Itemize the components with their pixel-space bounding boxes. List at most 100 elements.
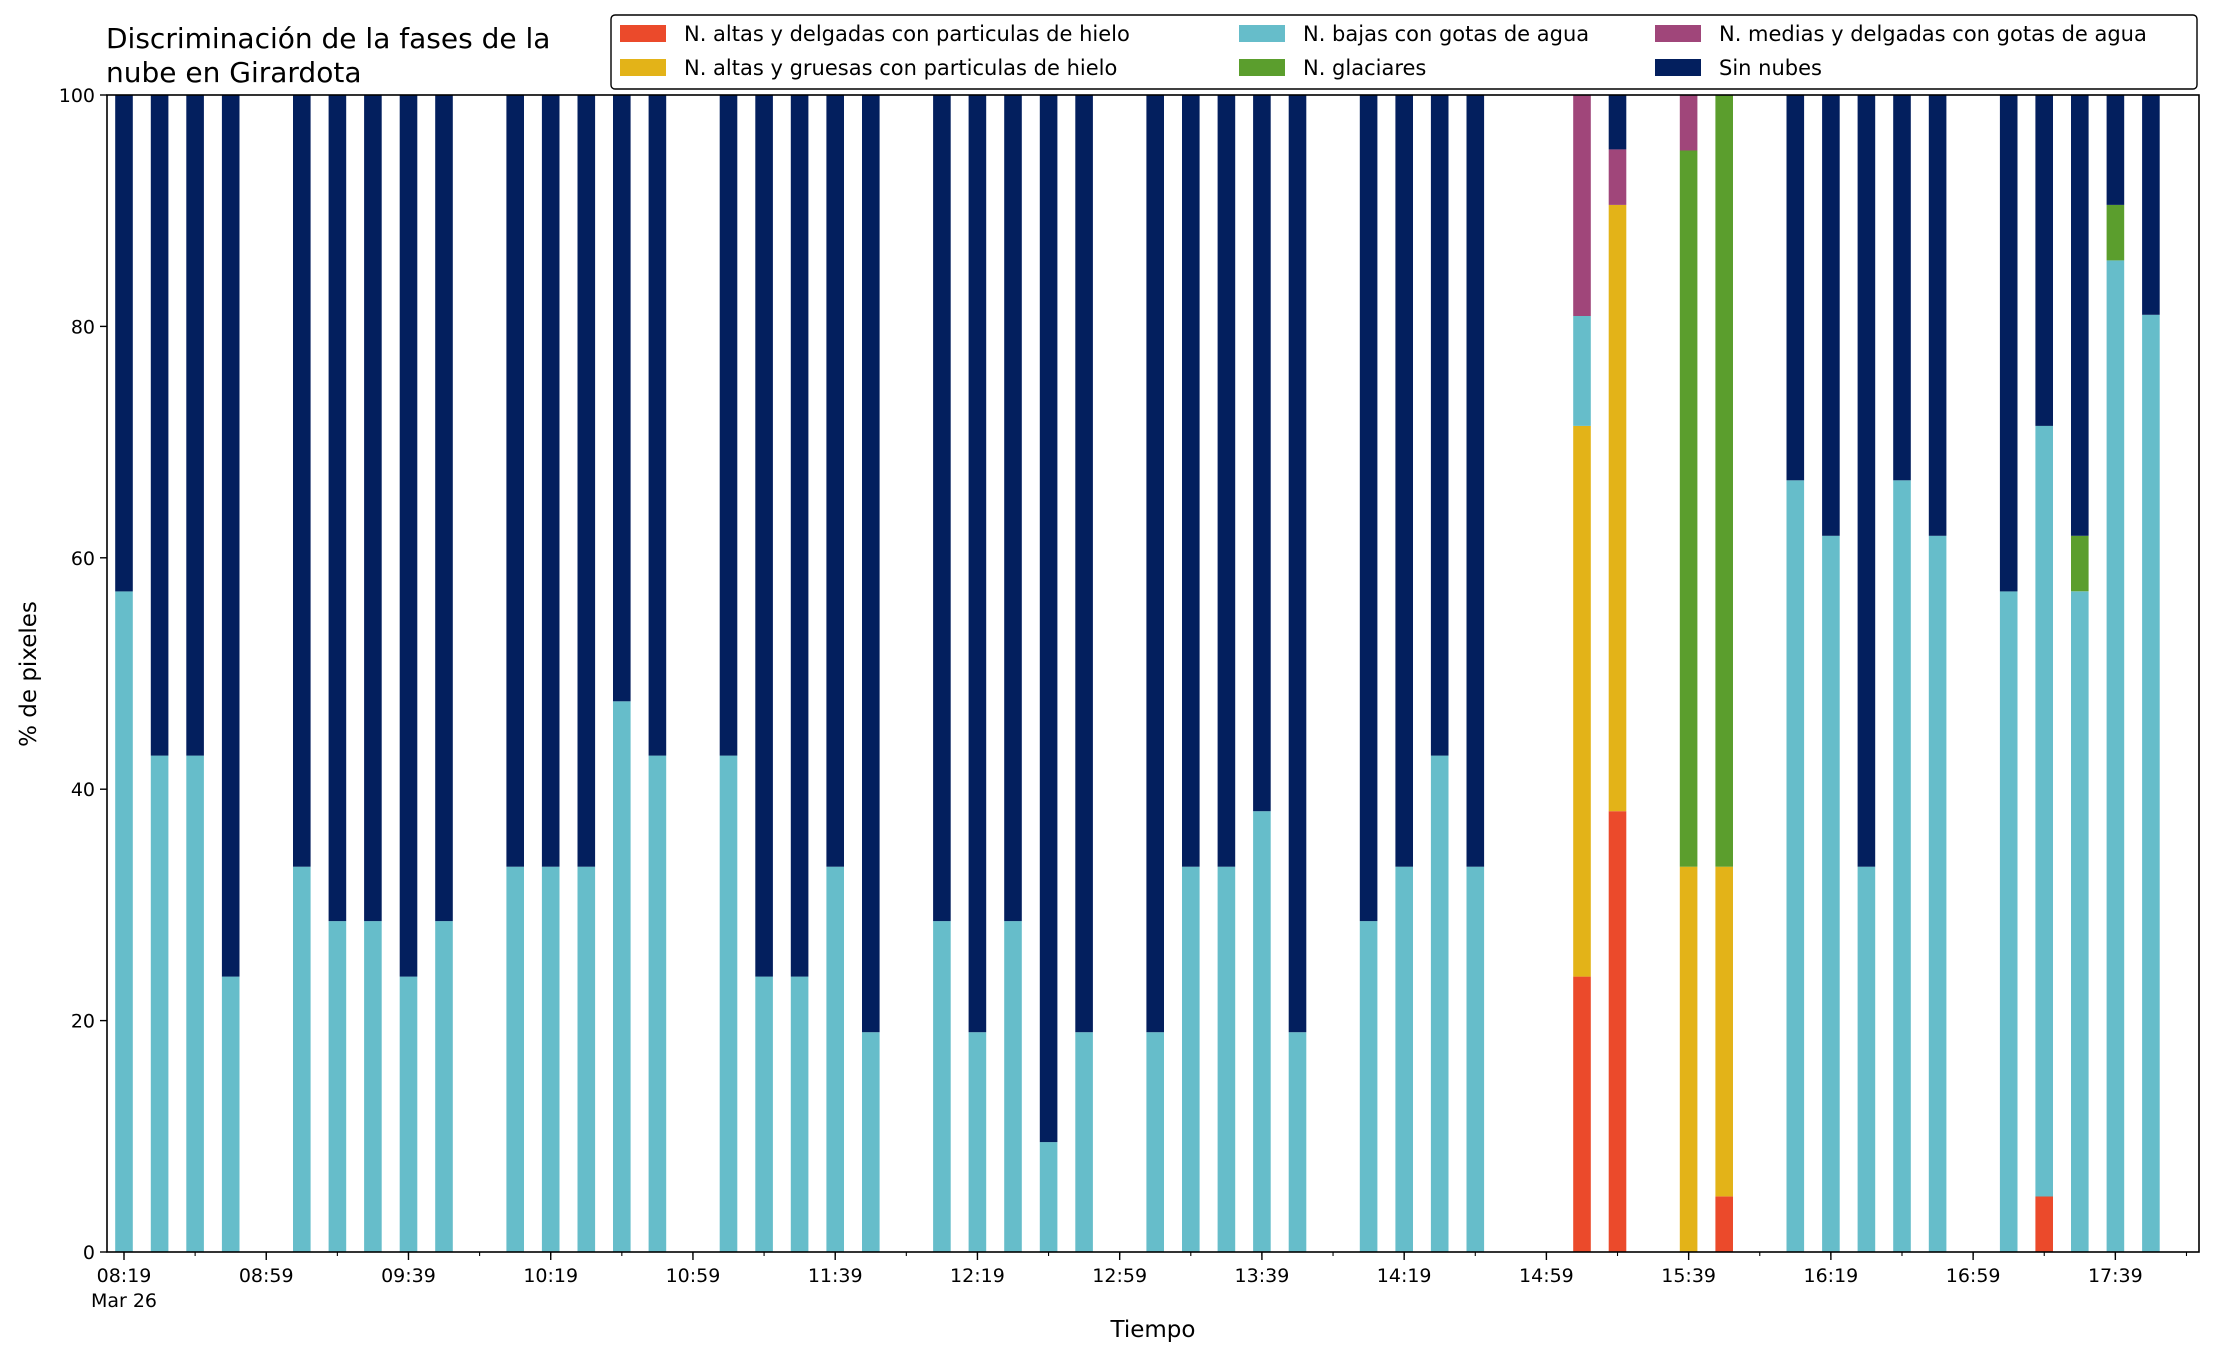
- bar-1649: [1928, 95, 1947, 1252]
- bar-segment-bajas: [115, 591, 133, 1252]
- bar-segment-altas-gruesas: [1573, 425, 1591, 977]
- bar-segment-bajas: [364, 921, 382, 1252]
- bar-1219: [968, 95, 987, 1252]
- bar-segment-bajas: [719, 755, 738, 1252]
- bar-segment-glaciares: [1679, 150, 1698, 867]
- bar-segment-bajas: [648, 755, 667, 1252]
- bar-1729: [2071, 95, 2089, 1252]
- x-tick-label: 17:39: [2088, 1265, 2143, 1287]
- x-tick-label: 15:39: [1661, 1265, 1716, 1287]
- bar-1249: [1075, 95, 1093, 1252]
- bar-segment-sin-nubes: [399, 95, 418, 977]
- bar-segment-sin-nubes: [1217, 95, 1236, 867]
- bar-segment-bajas: [1893, 480, 1911, 1252]
- y-axis-label: % de pixeles: [16, 601, 42, 747]
- bar-segment-bajas: [2142, 314, 2160, 1252]
- bar-segment-sin-nubes: [186, 95, 204, 756]
- bar-segment-bajas: [1182, 866, 1200, 1252]
- bar-segment-sin-nubes: [1253, 95, 1271, 812]
- bar-0819: [115, 95, 133, 1252]
- bar-segment-bajas: [933, 921, 951, 1252]
- bar-1119: [755, 95, 773, 1252]
- x-tick-label: 12:59: [1092, 1265, 1147, 1287]
- bar-segment-glaciares: [2071, 535, 2089, 592]
- bar-segment-bajas: [1822, 535, 1840, 1252]
- bar-1339: [1253, 95, 1271, 1252]
- bar-0929: [364, 95, 382, 1252]
- chart-title-line-2: nube en Girardota: [106, 56, 362, 89]
- bar-segment-glaciares: [2106, 204, 2125, 261]
- bar-0919: [328, 95, 347, 1252]
- bar-segment-sin-nubes: [2071, 95, 2089, 536]
- bar-segment-bajas: [1573, 316, 1591, 426]
- legend-swatch: [620, 59, 666, 76]
- bar-1709: [1999, 95, 2018, 1252]
- bar-1129: [790, 95, 809, 1252]
- bar-segment-sin-nubes: [506, 95, 524, 867]
- bar-segment-sin-nubes: [648, 95, 667, 756]
- bar-segment-sin-nubes: [1075, 95, 1093, 1033]
- bar-segment-sin-nubes: [577, 95, 596, 867]
- legend-label: N. altas y gruesas con particulas de hie…: [684, 56, 1117, 80]
- bar-segment-sin-nubes: [1822, 95, 1840, 536]
- bar-segment-bajas: [577, 866, 596, 1252]
- bar-segment-altas-delgadas: [1608, 811, 1627, 1252]
- x-tick-label: 09:39: [381, 1265, 436, 1287]
- bar-segment-altas-delgadas: [2035, 1196, 2053, 1252]
- bar-1419: [1395, 95, 1413, 1252]
- x-tick-label: 14:19: [1377, 1265, 1432, 1287]
- bar-segment-sin-nubes: [1359, 95, 1378, 922]
- y-tick-label: 20: [71, 1011, 95, 1033]
- bar-1049: [648, 95, 667, 1252]
- bar-segment-medias: [1608, 149, 1627, 205]
- bar-segment-sin-nubes: [1857, 95, 1876, 867]
- bar-segment-bajas: [2071, 591, 2089, 1252]
- bar-1329: [1217, 95, 1236, 1252]
- bar-segment-bajas: [328, 921, 347, 1252]
- legend-swatch: [1655, 59, 1701, 76]
- y-tick-label: 0: [83, 1242, 95, 1264]
- bar-0849: [221, 95, 240, 1252]
- bar-segment-sin-nubes: [1004, 95, 1022, 922]
- chart-title-line-1: Discriminación de la fases de la: [106, 22, 551, 55]
- y-tick-label: 100: [59, 85, 95, 107]
- bar-segment-sin-nubes: [1786, 95, 1805, 481]
- bar-1409: [1359, 95, 1378, 1252]
- x-tick-label: 16:19: [1803, 1265, 1858, 1287]
- bar-segment-sin-nubes: [755, 95, 773, 977]
- bar-0939: [399, 95, 418, 1252]
- legend-swatch: [1655, 25, 1701, 42]
- bar-segment-bajas: [826, 866, 844, 1252]
- x-tick-label: 10:19: [523, 1265, 578, 1287]
- bar-segment-altas-delgadas: [1715, 1196, 1733, 1252]
- x-axis: 08:19 08:59 09:39 10:19 10:59 11:39 12:19 12:59…: [91, 1252, 2188, 1312]
- y-tick-label: 40: [71, 779, 95, 801]
- bar-segment-bajas: [1146, 1032, 1164, 1252]
- y-axis: 0 20 40 60 80 100: [59, 85, 107, 1264]
- x-tick-label: 08:59: [239, 1265, 294, 1287]
- legend-label: N. altas y delgadas con particulas de hi…: [684, 22, 1130, 46]
- bar-segment-sin-nubes: [2106, 95, 2125, 205]
- bar-segment-bajas: [1466, 866, 1485, 1252]
- bar-1719: [2035, 95, 2053, 1252]
- legend-item-sin-nubes: Sin nubes: [1655, 56, 1822, 80]
- bar-segment-bajas: [1039, 1142, 1058, 1252]
- x-tick-label: 13:39: [1235, 1265, 1290, 1287]
- bar-segment-sin-nubes: [2035, 95, 2053, 426]
- bar-segment-bajas: [1288, 1032, 1307, 1252]
- x-tick-label: 10:59: [666, 1265, 721, 1287]
- legend-label: Sin nubes: [1719, 56, 1822, 80]
- bar-segment-sin-nubes: [541, 95, 560, 867]
- bar-segment-sin-nubes: [1395, 95, 1413, 867]
- bar-segment-bajas: [221, 976, 240, 1252]
- legend-item-altas-gruesas: N. altas y gruesas con particulas de hie…: [620, 56, 1117, 80]
- bar-segment-glaciares: [1715, 95, 1733, 867]
- legend-label: N. bajas con gotas de agua: [1303, 22, 1589, 46]
- bar-0909: [293, 95, 311, 1252]
- bar-segment-sin-nubes: [1999, 95, 2018, 592]
- bar-segment-bajas: [1004, 921, 1022, 1252]
- bar-segment-sin-nubes: [613, 95, 631, 702]
- bar-segment-bajas: [1217, 866, 1236, 1252]
- bar-segment-bajas: [1359, 921, 1378, 1252]
